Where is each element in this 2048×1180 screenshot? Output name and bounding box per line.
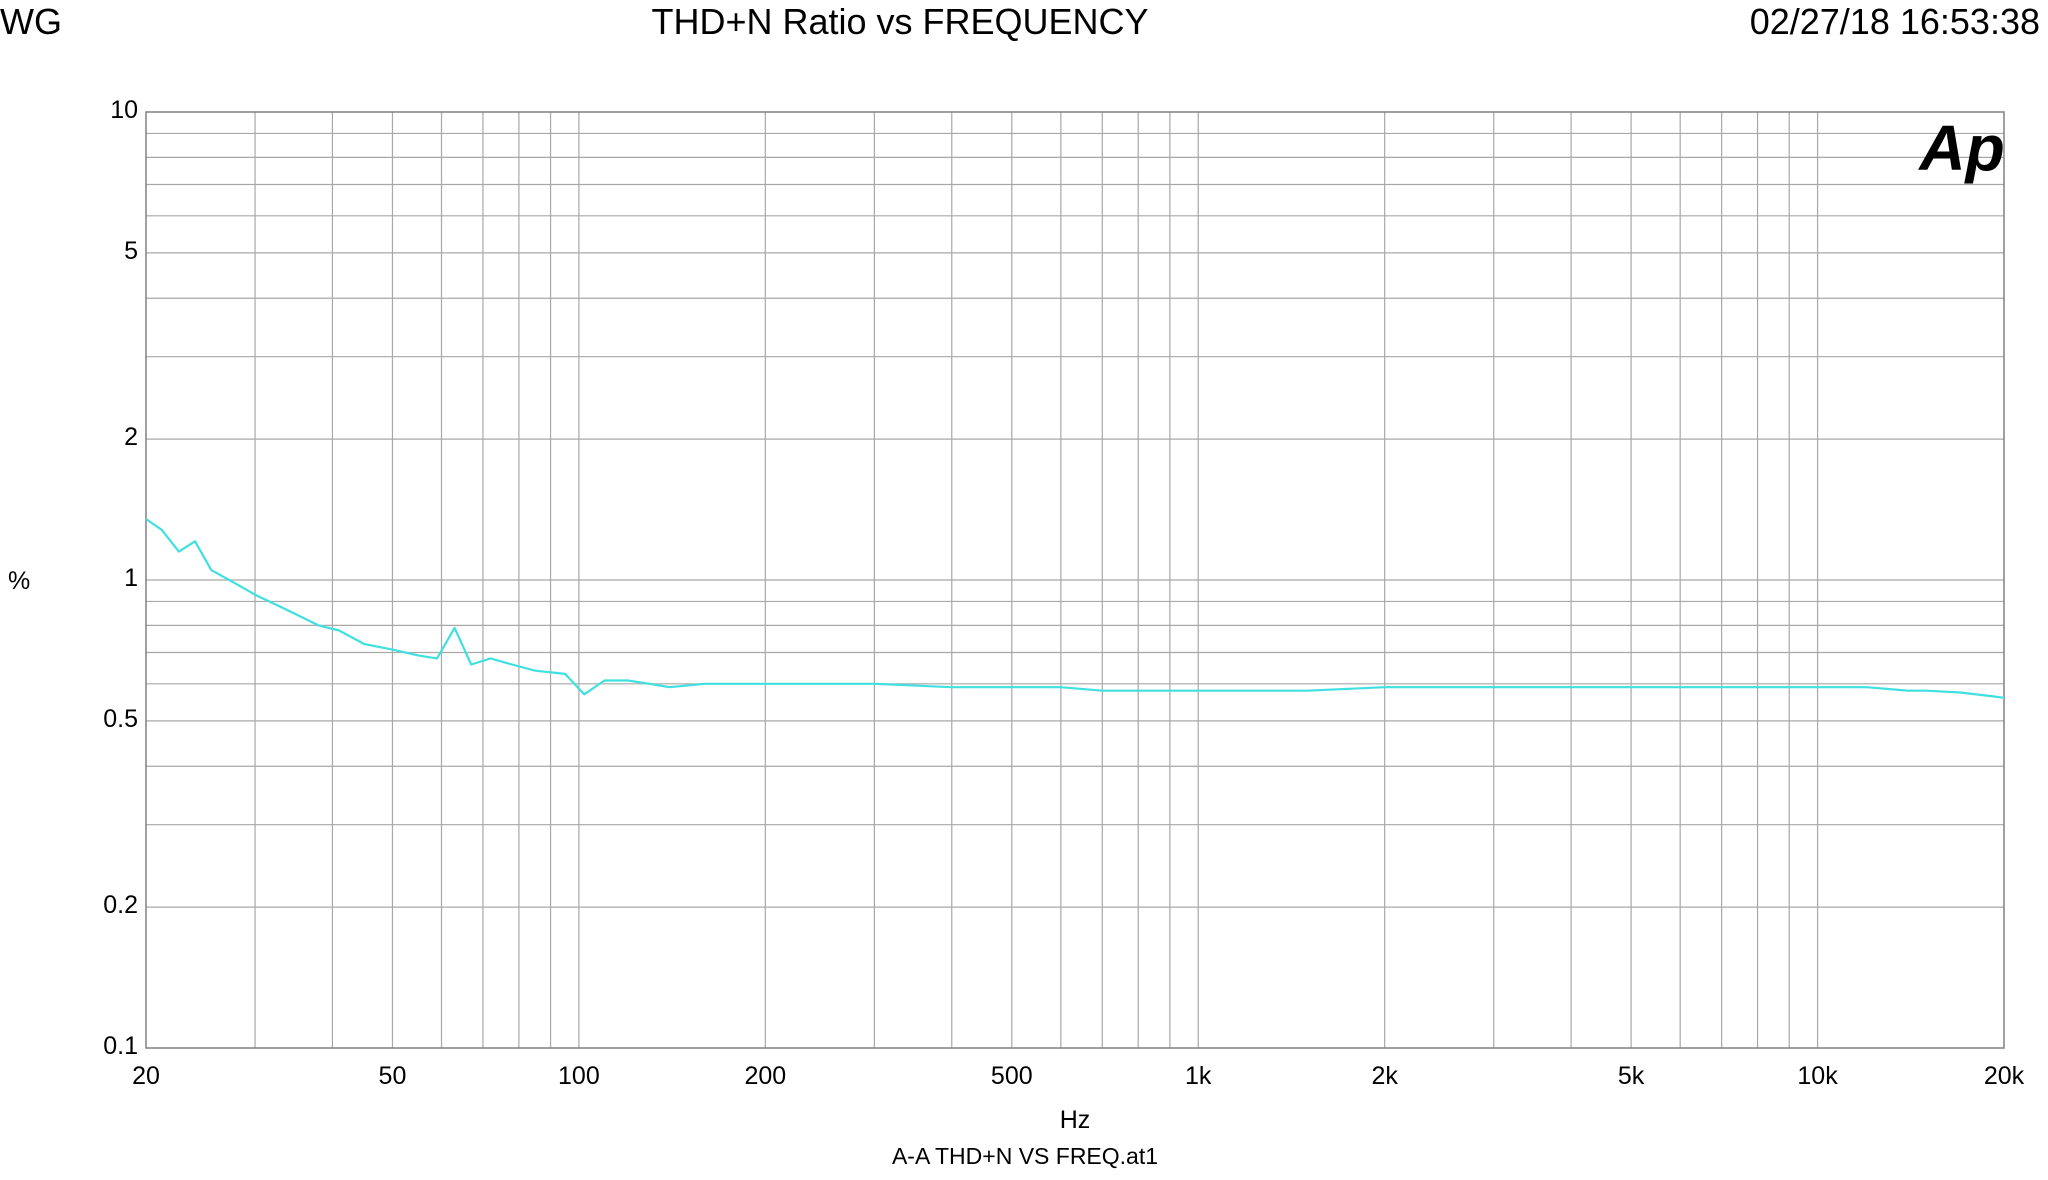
x-axis-label: Hz — [1060, 1106, 1091, 1134]
x-tick-label: 100 — [558, 1062, 600, 1090]
y-tick-label: 0.5 — [103, 705, 138, 733]
y-tick-labels: 0.1 0.2 0.5 1 2 5 10 — [103, 96, 138, 1060]
x-tick-label: 10k — [1797, 1062, 1838, 1090]
ap-logo: Ap — [1917, 112, 2004, 184]
series-layer — [145, 518, 2005, 699]
y-tick-label: 0.2 — [103, 891, 138, 919]
x-tick-label: 200 — [744, 1062, 786, 1090]
x-tick-label: 1k — [1185, 1062, 1212, 1090]
y-tick-label: 2 — [124, 423, 138, 451]
x-tick-label: 20k — [1984, 1062, 2025, 1090]
x-tick-labels: 20 50 100 200 500 1k 2k 5k 10k 20k — [132, 1062, 2025, 1090]
x-tick-label: 500 — [991, 1062, 1033, 1090]
x-tick-label: 2k — [1371, 1062, 1398, 1090]
y-tick-label: 0.1 — [103, 1032, 138, 1060]
y-tick-label: 5 — [124, 237, 138, 265]
grid-major — [146, 132, 2004, 908]
x-tick-label: 5k — [1618, 1062, 1645, 1090]
y-axis-label: % — [8, 567, 30, 595]
x-tick-label: 20 — [132, 1062, 160, 1090]
chart-title: THD+N Ratio vs FREQUENCY — [651, 1, 1149, 42]
plot-frame — [145, 111, 2005, 1049]
x-tick-label: 50 — [379, 1062, 407, 1090]
series-line — [145, 518, 2005, 699]
file-name-label: A-A THD+N VS FREQ.at1 — [892, 1143, 1158, 1169]
y-tick-label: 10 — [110, 96, 138, 124]
y-tick-label: 1 — [124, 564, 138, 592]
header-left-label: WG — [0, 1, 62, 42]
timestamp: 02/27/18 16:53:38 — [1749, 1, 2040, 42]
